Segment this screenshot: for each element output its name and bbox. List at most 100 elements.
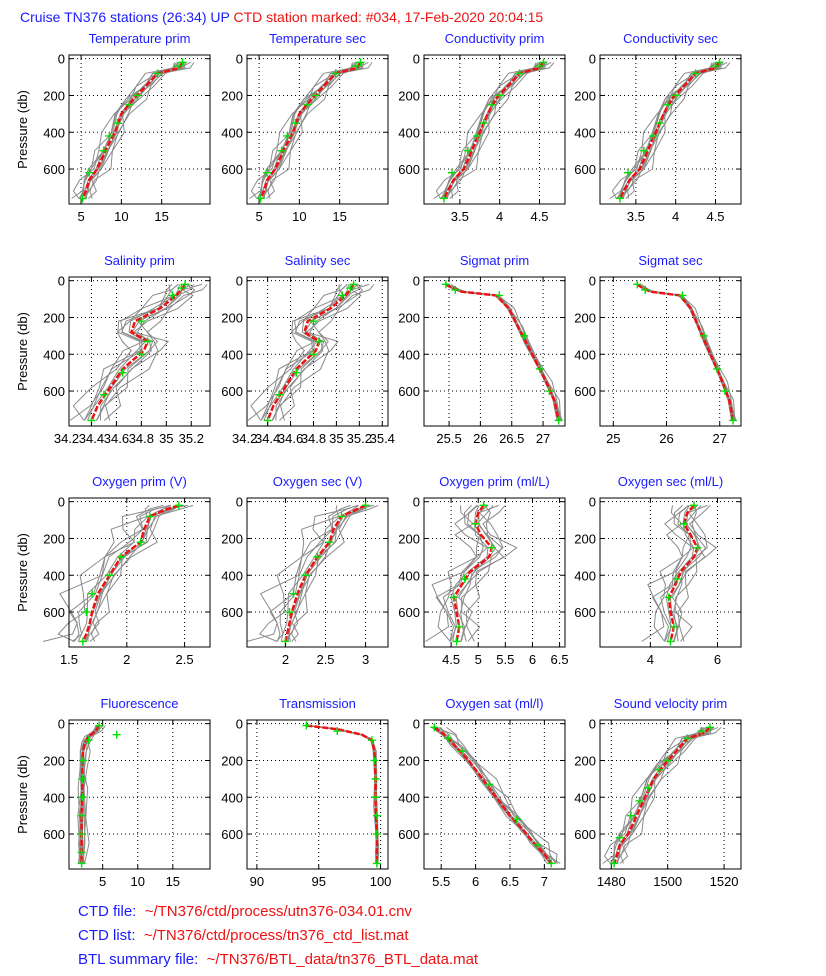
x-tick-label: 15: [154, 209, 168, 224]
x-tick-label: 10: [131, 874, 145, 889]
bottle-marker: [639, 146, 648, 155]
bottle-marker: [291, 119, 300, 128]
bottle-marker: [711, 62, 720, 71]
panel-oxygen-sec-ml-l: Oxygen sec (ml/L) 4 6 0 200 400 600: [574, 474, 742, 667]
y-tick-label: 600: [43, 384, 65, 399]
station-profile: [68, 504, 164, 642]
station-profile: [42, 505, 150, 642]
panel-title: Oxygen sat (ml/l): [445, 696, 543, 711]
axes-box: [599, 719, 742, 870]
bottle-marker: [313, 552, 322, 561]
axes-box: [68, 497, 211, 648]
ctd-file-label: CTD file:: [78, 903, 137, 920]
bottle-marker: [655, 119, 664, 128]
station-profile: [87, 284, 179, 421]
bottle-marker: [78, 194, 87, 203]
y-tick-label: 200: [398, 531, 420, 546]
y-tick-label: 600: [221, 384, 243, 399]
station-profile: [651, 505, 691, 642]
y-tick-label: 400: [221, 568, 243, 583]
bottle-marker: [485, 780, 494, 789]
x-tick-label: 2.5: [176, 652, 194, 667]
y-tick-label: 600: [398, 827, 420, 842]
bottle-marker: [699, 331, 708, 340]
station-profile: [72, 62, 180, 199]
bottle-marker: [333, 727, 342, 736]
bottle-marker: [77, 811, 86, 820]
y-tick-label: 200: [221, 88, 243, 103]
bottle-marker: [99, 390, 108, 399]
y-tick-label: 600: [221, 827, 243, 842]
x-tick-label: 3.5: [627, 209, 645, 224]
bottle-marker: [460, 574, 469, 583]
bottle-marker: [705, 723, 714, 732]
y-tick-label: 0: [413, 52, 420, 67]
bottle-marker: [77, 859, 86, 868]
ctd-file-line: CTD file: ~/TN376/ctd/process/utn376-034…: [78, 903, 412, 920]
station-profile: [306, 725, 379, 864]
bottle-marker: [535, 364, 544, 373]
panel-title: Salinity sec: [285, 253, 351, 268]
station-profile: [82, 725, 104, 864]
bottle-marker: [337, 512, 346, 521]
panel-title: Conductivity prim: [445, 31, 545, 46]
x-tick-label: 27: [712, 431, 726, 446]
station-profile: [305, 725, 377, 864]
y-tick-label: 0: [58, 717, 65, 732]
station-profile: [85, 62, 187, 199]
bottle-marker: [451, 285, 460, 294]
bottle-marker: [633, 280, 642, 289]
station-profile: [77, 504, 171, 642]
panel-transmission: Transmission 90 95 100 0 200 400 600: [221, 696, 391, 889]
x-tick-label: 4.5: [530, 209, 548, 224]
bottle-marker: [303, 100, 312, 109]
x-tick-label: 95: [312, 874, 326, 889]
station-profile: [445, 283, 560, 421]
station-profile: [616, 727, 712, 864]
station-profile: [446, 283, 562, 421]
x-tick-label: 5: [475, 652, 482, 667]
y-tick-label: 600: [398, 605, 420, 620]
y-tick-label: 400: [574, 347, 596, 362]
bottle-marker: [78, 793, 87, 802]
bottle-marker: [88, 589, 97, 598]
station-profile: [249, 62, 353, 199]
btl-file-label: BTL summary file:: [78, 951, 199, 968]
x-tick-label: 35: [159, 431, 173, 446]
axes-box: [599, 276, 742, 427]
station-profile: [258, 504, 358, 642]
bottle-marker: [99, 146, 108, 155]
panel-salinity-sec: Salinity sec 34.234.434.634.8 35 35.235.4 0 2…: [221, 253, 395, 446]
bottle-marker: [664, 593, 673, 602]
station-profile: [266, 61, 369, 199]
bottle-marker: [533, 841, 542, 850]
bottle-marker: [671, 91, 680, 100]
panel-title: Conductivity sec: [623, 31, 718, 46]
marked-profile: [445, 283, 560, 421]
bottle-marker: [356, 58, 365, 67]
y-tick-label: 200: [221, 531, 243, 546]
station-profile: [305, 725, 378, 864]
x-tick-label: 34.6: [278, 431, 303, 446]
x-tick-label: 5: [77, 209, 84, 224]
y-tick-label: 400: [43, 125, 65, 140]
bottle-marker: [535, 62, 544, 71]
station-profile: [307, 725, 379, 864]
bottle-marker: [449, 593, 458, 602]
y-tick-label: 200: [43, 531, 65, 546]
panel-salinity-prim: Salinity prim 34.2 34.4 34.6 34.8 35 35.2 0 200 4…: [15, 253, 211, 446]
y-tick-label: 200: [398, 88, 420, 103]
station-profile: [83, 284, 173, 421]
station-profile: [439, 727, 559, 864]
bottle-marker: [325, 538, 334, 547]
station-profile: [69, 284, 176, 421]
axes-box: [68, 276, 211, 427]
bottle-marker: [315, 337, 324, 346]
ctd-file-path: ~/TN376/ctd/process/utn376-034.01.cnv: [144, 903, 412, 920]
station-profile: [465, 505, 518, 642]
bottle-marker: [441, 280, 450, 289]
bottle-marker: [349, 280, 358, 289]
axes-box: [423, 497, 566, 648]
y-tick-label: 400: [398, 347, 420, 362]
